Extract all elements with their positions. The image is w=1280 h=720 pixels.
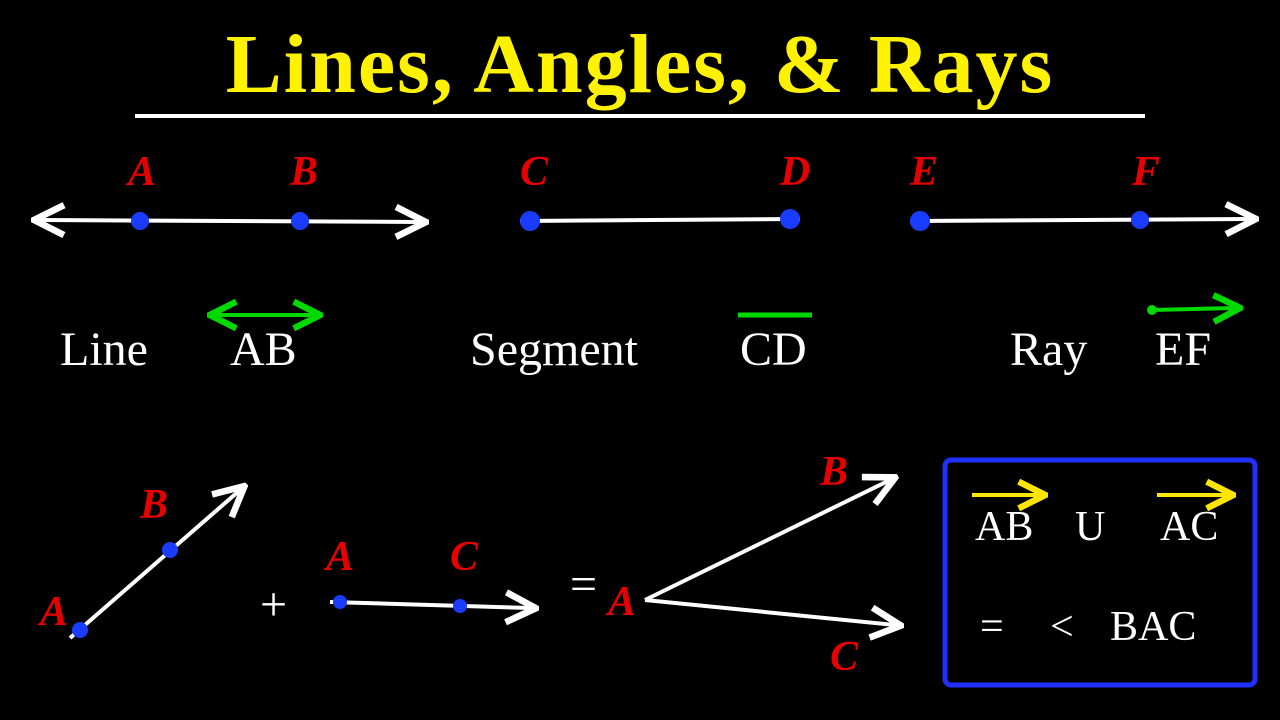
box-angle-sym: <	[1050, 604, 1074, 650]
line-AB-diagram: A B	[40, 149, 420, 230]
box-eq: =	[980, 604, 1004, 650]
segment-CD-diagram: C D	[520, 149, 810, 231]
box-union: U	[1075, 504, 1105, 550]
point-B-label: B	[289, 149, 318, 195]
point-D-label: D	[779, 149, 810, 195]
point-E-label: E	[909, 149, 938, 195]
union-box: AB U AC = < BAC	[945, 460, 1255, 685]
right-arrow-icon	[1152, 308, 1235, 310]
plus-sign: +	[260, 578, 287, 631]
diagram-canvas: Lines, Angles, & Rays A B C D E F Line A…	[0, 0, 1280, 720]
ray1-B-label: B	[139, 482, 168, 528]
segment-notation-text: CD	[740, 323, 807, 376]
point-A-label: A	[125, 149, 156, 195]
line-notation: Line AB	[60, 315, 315, 376]
ray2-C-label: C	[450, 534, 479, 580]
ray2-A-label: A	[323, 534, 354, 580]
ray1-A-label: A	[37, 589, 68, 635]
ray-AB-small: A B	[37, 482, 240, 638]
ray-EF-diagram: E F	[909, 149, 1250, 231]
angle-C-label: C	[830, 634, 859, 680]
ray-AC-small: A C	[323, 534, 530, 613]
title-text: Lines, Angles, & Rays	[226, 18, 1054, 111]
angle-B-label: B	[819, 449, 848, 495]
box-BAC: BAC	[1110, 604, 1196, 650]
angle-BAC-diagram: A B C	[605, 449, 895, 680]
segment-notation: Segment CD	[470, 315, 812, 376]
point-C-label: C	[520, 149, 549, 195]
line-word: Line	[60, 323, 148, 376]
box-AB: AB	[975, 504, 1033, 550]
line-notation-text: AB	[230, 323, 297, 376]
angle-A-label: A	[605, 579, 636, 625]
ray-notation-text: EF	[1155, 323, 1211, 376]
ray-notation: Ray EF	[1010, 305, 1235, 376]
segment-word: Segment	[470, 323, 639, 376]
ray-word: Ray	[1010, 323, 1087, 376]
box-AC: AC	[1160, 504, 1218, 550]
point-F-label: F	[1131, 149, 1160, 195]
equals-sign: =	[570, 558, 597, 611]
